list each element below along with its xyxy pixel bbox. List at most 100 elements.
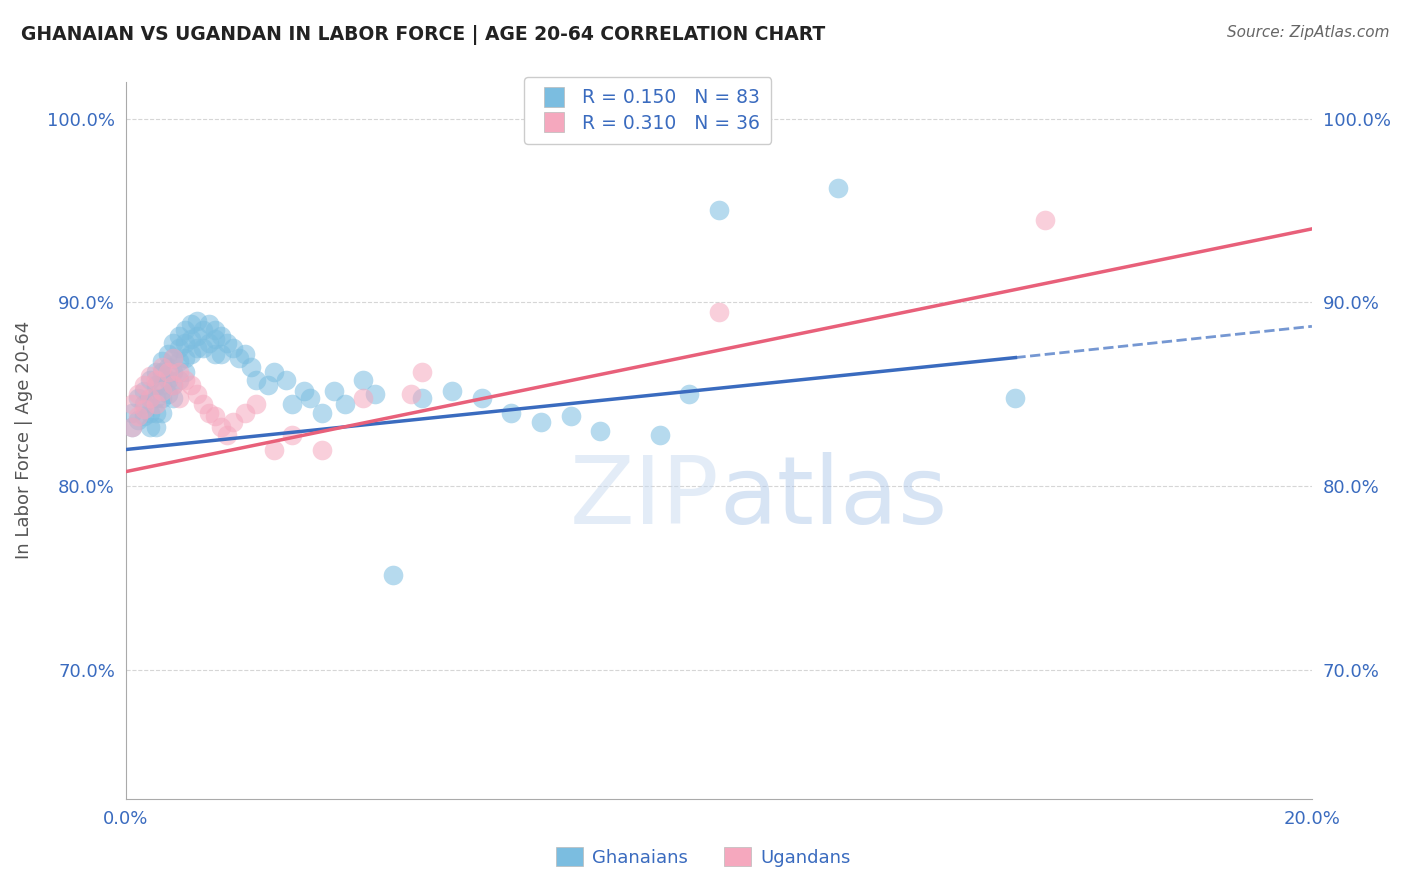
Point xyxy=(399,387,422,401)
Point xyxy=(174,323,197,337)
Point xyxy=(471,391,494,405)
Point xyxy=(138,391,160,405)
Point xyxy=(186,387,208,401)
Point xyxy=(150,354,173,368)
Point xyxy=(222,415,245,429)
Point xyxy=(145,406,167,420)
Point xyxy=(145,378,167,392)
Point xyxy=(145,391,167,405)
Point xyxy=(381,567,404,582)
Point xyxy=(274,373,297,387)
Point xyxy=(145,396,167,410)
Point xyxy=(174,373,197,387)
Point xyxy=(162,365,184,379)
Point xyxy=(174,335,197,350)
Point xyxy=(191,342,214,356)
Point xyxy=(441,384,464,398)
Point xyxy=(138,373,160,387)
Point xyxy=(263,442,285,457)
Point xyxy=(1004,391,1026,405)
Point xyxy=(156,347,179,361)
Point xyxy=(169,391,191,405)
Point xyxy=(245,373,267,387)
Point xyxy=(263,365,285,379)
Point xyxy=(560,409,582,424)
Point xyxy=(150,406,173,420)
Point xyxy=(228,351,250,365)
Point xyxy=(186,328,208,343)
Point xyxy=(198,406,221,420)
Point xyxy=(215,427,238,442)
Point xyxy=(121,406,143,420)
Point xyxy=(180,332,202,346)
Point xyxy=(180,318,202,332)
Point xyxy=(132,378,155,392)
Point xyxy=(138,406,160,420)
Point xyxy=(222,342,245,356)
Point xyxy=(191,396,214,410)
Legend: R = 0.150   N = 83, R = 0.310   N = 36: R = 0.150 N = 83, R = 0.310 N = 36 xyxy=(524,77,772,144)
Point xyxy=(233,406,256,420)
Point xyxy=(364,387,387,401)
Point xyxy=(239,359,262,374)
Point xyxy=(127,387,149,401)
Point xyxy=(169,328,191,343)
Point xyxy=(138,368,160,383)
Point xyxy=(138,391,160,405)
Point xyxy=(156,387,179,401)
Point xyxy=(127,409,149,424)
Point xyxy=(678,387,700,401)
Point xyxy=(150,378,173,392)
Point xyxy=(162,378,184,392)
Point xyxy=(121,396,143,410)
Point xyxy=(335,396,357,410)
Point xyxy=(204,347,226,361)
Point xyxy=(298,391,321,405)
Point xyxy=(281,427,304,442)
Point xyxy=(150,384,173,398)
Point xyxy=(411,365,433,379)
Point xyxy=(156,373,179,387)
Point xyxy=(648,427,671,442)
Point xyxy=(145,420,167,434)
Point xyxy=(162,378,184,392)
Point xyxy=(169,365,191,379)
Text: ZIP: ZIP xyxy=(569,451,718,544)
Point xyxy=(186,314,208,328)
Point xyxy=(169,354,191,368)
Point xyxy=(501,406,523,420)
Point xyxy=(121,420,143,434)
Point xyxy=(162,391,184,405)
Point xyxy=(180,347,202,361)
Y-axis label: In Labor Force | Age 20-64: In Labor Force | Age 20-64 xyxy=(15,321,32,559)
Point xyxy=(827,181,849,195)
Point xyxy=(127,391,149,405)
Point xyxy=(162,335,184,350)
Legend: Ghanaians, Ugandans: Ghanaians, Ugandans xyxy=(548,840,858,874)
Point xyxy=(156,359,179,374)
Point xyxy=(233,347,256,361)
Point xyxy=(180,378,202,392)
Point xyxy=(411,391,433,405)
Point xyxy=(245,396,267,410)
Point xyxy=(150,391,173,405)
Point xyxy=(150,359,173,374)
Point xyxy=(530,415,553,429)
Point xyxy=(215,335,238,350)
Point xyxy=(209,420,232,434)
Point xyxy=(121,420,143,434)
Point xyxy=(292,384,315,398)
Point xyxy=(352,391,374,405)
Point xyxy=(174,351,197,365)
Point xyxy=(707,203,730,218)
Point xyxy=(162,351,184,365)
Point xyxy=(204,332,226,346)
Point xyxy=(707,304,730,318)
Point xyxy=(150,365,173,379)
Point xyxy=(352,373,374,387)
Point xyxy=(169,373,191,387)
Point xyxy=(132,384,155,398)
Point xyxy=(311,442,333,457)
Point xyxy=(156,365,179,379)
Point xyxy=(132,396,155,410)
